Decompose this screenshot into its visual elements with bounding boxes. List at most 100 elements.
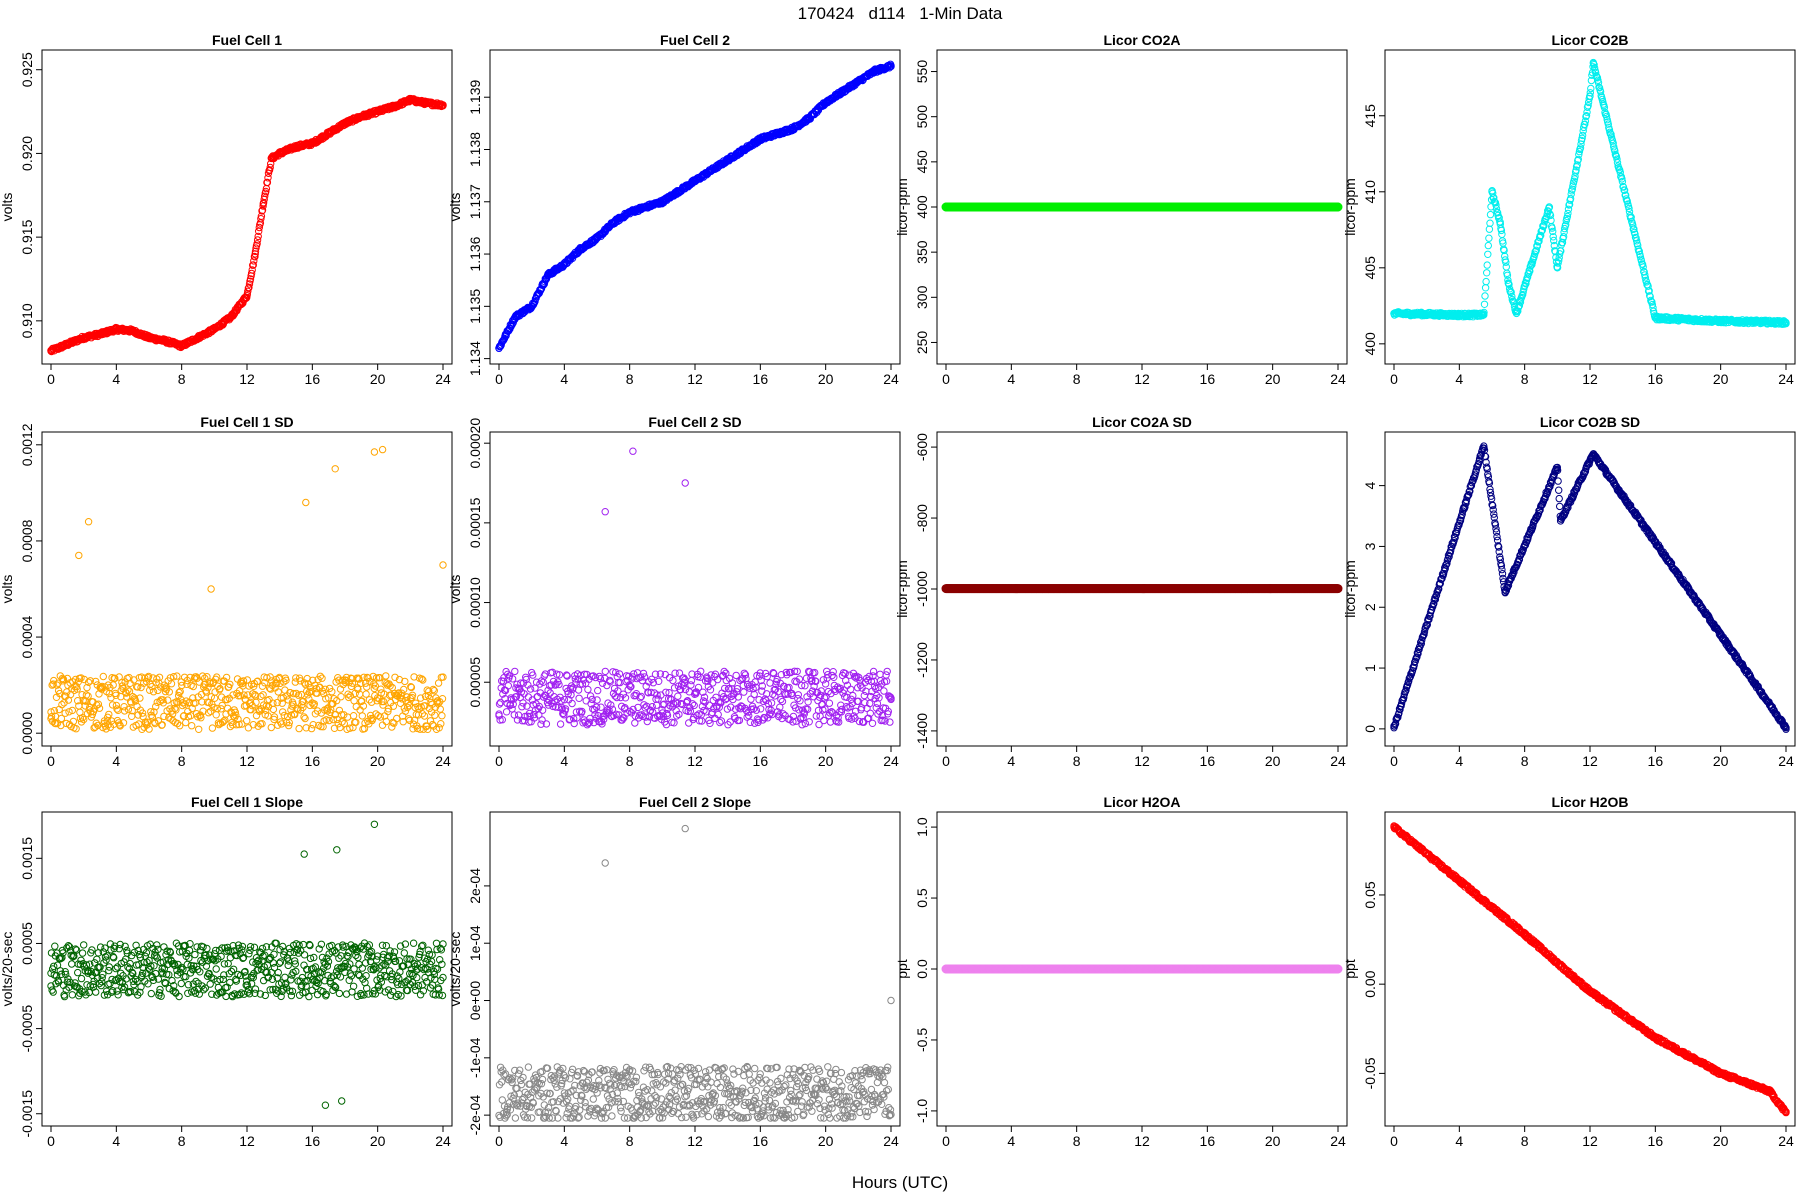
x-tick-label: 16 [1648, 371, 1664, 387]
x-tick-label: 24 [435, 371, 451, 387]
data-point [746, 718, 754, 726]
x-tick-label: 24 [883, 371, 899, 387]
x-tick-label: 4 [112, 753, 120, 769]
data-point [358, 712, 366, 720]
data-point [374, 107, 382, 116]
y-axis-label: volts [447, 193, 463, 222]
data-point [439, 561, 447, 569]
x-tick-label: 12 [239, 753, 255, 769]
x-tick-label: 4 [1007, 753, 1015, 769]
x-tick-label: 20 [818, 753, 834, 769]
y-tick-label: 415 [1362, 104, 1378, 128]
data-point [717, 717, 726, 725]
y-tick-label: 410 [1362, 180, 1378, 204]
data-point [194, 333, 202, 342]
y-tick-label: 1.135 [467, 289, 483, 324]
data-point [556, 720, 565, 728]
data-point [352, 702, 360, 711]
data-point [331, 465, 339, 473]
data-point [292, 143, 300, 151]
data-point [778, 697, 787, 706]
data-point [370, 448, 379, 456]
data-point [876, 670, 884, 678]
data-point [390, 102, 398, 111]
data-point [438, 712, 446, 720]
y-tick-label: 405 [1362, 256, 1378, 280]
data-point [243, 717, 251, 725]
x-tick-label: 20 [1713, 371, 1729, 387]
data-point [264, 174, 272, 182]
data-point [263, 178, 272, 187]
y-tick-label: 0.915 [19, 219, 35, 254]
data-point [207, 585, 215, 593]
data-point [325, 129, 333, 138]
x-tick-label: 0 [47, 753, 55, 769]
y-axis-label: licor-ppm [1342, 178, 1358, 236]
plot-frame [41, 431, 453, 747]
data-point [120, 707, 129, 715]
y-tick-label: 550 [914, 60, 930, 84]
data-point [145, 333, 153, 342]
x-tick-label: 24 [883, 753, 899, 769]
data-point [757, 705, 765, 713]
y-tick-label: 400 [1362, 332, 1378, 356]
y-tick-label: -1000 [914, 571, 930, 607]
x-tick-label: 0 [47, 371, 55, 387]
data-point [674, 692, 682, 700]
data-point [594, 686, 602, 695]
x-tick-label: 4 [112, 371, 120, 387]
data-point [1502, 263, 1511, 271]
data-point [1485, 225, 1494, 233]
y-tick-label: 0.00015 [467, 497, 483, 548]
data-point [129, 327, 137, 335]
data-point [246, 275, 255, 283]
data-point [253, 240, 261, 248]
data-point [652, 701, 661, 709]
data-point [256, 219, 265, 227]
data-point [244, 287, 252, 295]
data-point [276, 149, 284, 158]
y-axis-label: volts [0, 575, 15, 604]
data-point [248, 266, 256, 274]
data-point [883, 667, 891, 676]
data-point [210, 325, 219, 333]
panel-title: Fuel Cell 2 [660, 32, 730, 48]
x-tick-label: 20 [1265, 371, 1281, 387]
data-point [437, 720, 445, 728]
data-point [99, 672, 108, 681]
data-point [629, 447, 637, 455]
x-tick-label: 24 [1330, 753, 1346, 769]
data-point [318, 674, 326, 682]
x-tick-label: 4 [1007, 371, 1015, 387]
panel-title: Licor CO2B [1551, 32, 1628, 48]
data-point [266, 163, 274, 172]
y-tick-label: 250 [914, 331, 930, 355]
y-tick-label: 0.910 [19, 303, 35, 338]
data-point [75, 551, 83, 560]
x-tick-label: 8 [178, 753, 186, 769]
data-point [504, 682, 512, 690]
data-point [805, 718, 813, 726]
y-tick-label: 0.00010 [467, 577, 483, 628]
data-point [251, 250, 259, 258]
data-point [253, 236, 262, 244]
data-point [423, 99, 431, 107]
x-tick-label: 16 [305, 371, 321, 387]
y-axis-label: volts [0, 193, 15, 222]
data-point [816, 712, 824, 720]
data-point [208, 724, 217, 732]
x-tick-label: 0 [1390, 371, 1398, 387]
scatter-series [495, 60, 895, 352]
data-point [269, 705, 278, 714]
y-tick-label: 0.00005 [467, 657, 483, 708]
data-point [740, 688, 748, 696]
data-point [1481, 292, 1489, 300]
data-point [382, 672, 390, 680]
data-point [755, 696, 763, 704]
data-point [849, 691, 857, 700]
